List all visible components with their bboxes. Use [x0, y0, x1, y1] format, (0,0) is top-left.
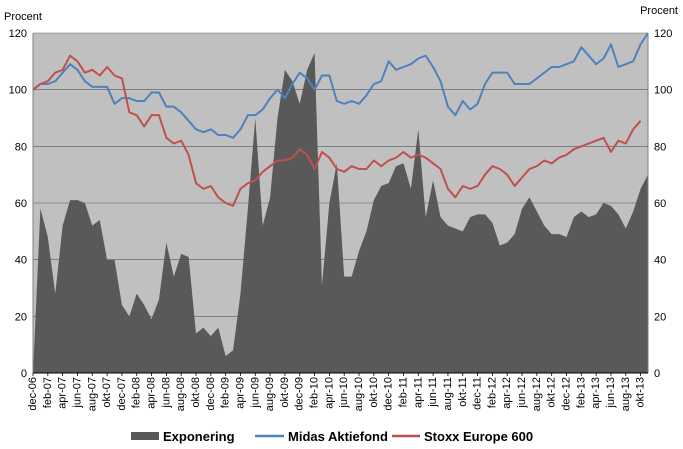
x-tick-label-dec-11: dec-11	[472, 377, 484, 410]
x-tick-label-aug-12: aug-12	[531, 377, 543, 411]
x-tick-label-aug-11: aug-11	[442, 377, 454, 410]
x-tick-label-dec-09: dec-09	[294, 377, 306, 411]
legend-label-stoxx: Stoxx Europe 600	[424, 429, 533, 444]
x-tick-label-jun-13: jun-13	[605, 377, 617, 409]
x-tick-label-feb-12: feb-12	[486, 377, 498, 408]
y-tick-right-60: 60	[654, 198, 666, 210]
legend: Exponering Midas Aktiefond Stoxx Europe …	[131, 429, 533, 444]
x-tick-label-okt-10: okt-10	[368, 377, 380, 408]
x-tick-label-okt-08: okt-08	[190, 377, 202, 408]
legend-label-midas: Midas Aktiefond	[288, 429, 388, 444]
y-tick-left-0: 0	[21, 368, 27, 380]
x-tick-label-aug-08: aug-08	[175, 377, 187, 411]
left-axis-unit: Procent	[4, 11, 42, 23]
x-tick-label-jun-10: jun-10	[338, 377, 350, 409]
x-tick-label-dec-06: dec-06	[27, 377, 39, 411]
x-tick-label-apr-08: apr-08	[146, 377, 158, 409]
y-tick-left-20: 20	[15, 311, 27, 323]
x-tick-label-jun-09: jun-09	[249, 377, 261, 409]
legend-label-exponering: Exponering	[163, 429, 235, 444]
y-tick-right-100: 100	[654, 85, 672, 97]
y-tick-right-120: 120	[654, 28, 672, 40]
x-tick-label-jun-08: jun-08	[160, 377, 172, 409]
y-tick-labels-left: 0 20 40 60 80 100 120	[9, 28, 27, 380]
x-tick-label-okt-11: okt-11	[457, 377, 469, 407]
y-tick-right-20: 20	[654, 311, 666, 323]
x-tick-label-aug-07: aug-07	[86, 377, 98, 411]
series-line-midas-aktiefond	[32, 32, 649, 139]
x-tick-label-apr-13: apr-13	[590, 377, 602, 409]
x-tick-label-apr-12: apr-12	[501, 377, 513, 409]
x-tick-label-apr-11: apr-11	[412, 377, 424, 408]
x-tick-label-aug-13: aug-13	[620, 377, 632, 411]
x-tick-label-feb-10: feb-10	[309, 377, 321, 408]
x-tick-label-okt-12: okt-12	[546, 377, 558, 408]
exponering-area-layer	[33, 52, 648, 373]
x-tick-label-jun-07: jun-07	[71, 377, 83, 409]
x-tick-labels: dec-06 feb-07 apr-07 jun-07 aug-07 okt-07 dec-…	[27, 373, 647, 411]
series-line-stoxx-europe-600	[32, 54, 642, 207]
x-tick-label-feb-13: feb-13	[575, 377, 587, 408]
y-tick-left-40: 40	[15, 255, 27, 267]
x-tick-label-feb-11: feb-11	[397, 377, 409, 407]
y-tick-right-40: 40	[654, 255, 666, 267]
x-tick-label-feb-09: feb-09	[220, 377, 232, 408]
y-tick-left-80: 80	[15, 141, 27, 153]
x-tick-label-dec-12: dec-12	[560, 377, 572, 411]
x-tick-label-dec-10: dec-10	[383, 377, 395, 411]
x-tick-label-jun-12: jun-12	[516, 377, 528, 409]
y-tick-left-120: 120	[9, 28, 27, 40]
x-tick-label-aug-10: aug-10	[353, 377, 365, 411]
series-line-layer	[32, 32, 649, 207]
legend-swatch-exponering	[131, 432, 159, 440]
x-tick-label-apr-10: apr-10	[323, 377, 335, 409]
x-tick-label-okt-07: okt-07	[101, 377, 113, 408]
right-axis-unit: Procent	[640, 5, 678, 17]
x-tick-label-okt-13: okt-13	[635, 377, 647, 408]
x-tick-label-aug-09: aug-09	[264, 377, 276, 411]
y-tick-left-60: 60	[15, 198, 27, 210]
series-area-exponering	[33, 52, 648, 373]
x-tick-label-apr-09: apr-09	[234, 377, 246, 409]
y-tick-right-0: 0	[654, 368, 660, 380]
x-tick-label-okt-09: okt-09	[279, 377, 291, 408]
x-tick-label-feb-07: feb-07	[42, 377, 54, 408]
x-tick-label-dec-08: dec-08	[205, 377, 217, 411]
y-tick-labels-right: 0 20 40 60 80 100 120	[654, 28, 672, 380]
y-tick-right-80: 80	[654, 141, 666, 153]
axis-layer	[32, 33, 649, 374]
x-tick-label-dec-07: dec-07	[116, 377, 128, 411]
y-tick-left-100: 100	[9, 85, 27, 97]
x-tick-label-jun-11: jun-11	[427, 377, 439, 408]
x-tick-label-feb-08: feb-08	[131, 377, 143, 408]
x-tick-label-apr-07: apr-07	[57, 377, 69, 409]
